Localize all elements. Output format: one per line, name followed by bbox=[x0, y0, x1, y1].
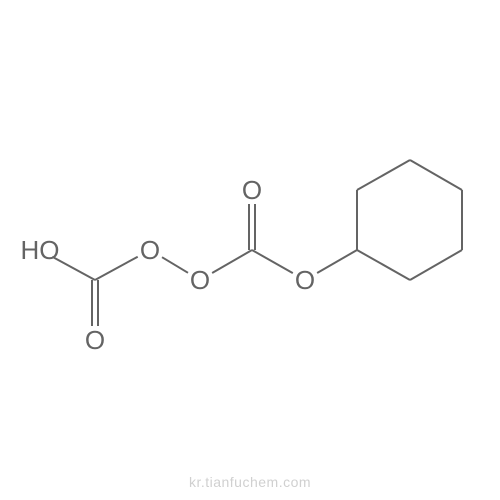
svg-text:O: O bbox=[85, 325, 105, 355]
svg-text:HO: HO bbox=[21, 235, 60, 265]
svg-text:O: O bbox=[140, 235, 160, 265]
chemical-structure: HOOOOOO bbox=[0, 0, 500, 500]
svg-text:O: O bbox=[190, 265, 210, 295]
svg-text:O: O bbox=[295, 265, 315, 295]
svg-text:O: O bbox=[242, 175, 262, 205]
